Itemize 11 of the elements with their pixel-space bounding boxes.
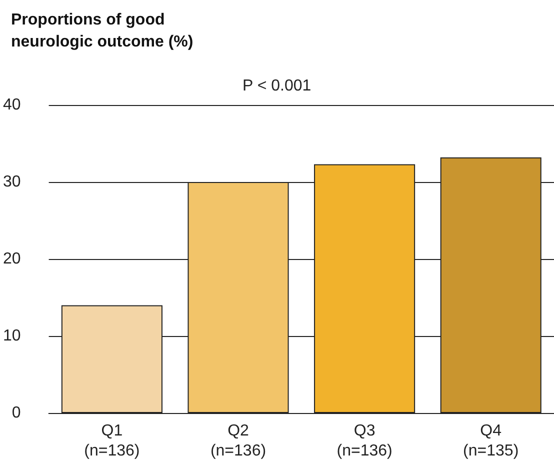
text: P < 0.001 — [242, 78, 312, 94]
y-tick-label: 10 — [3, 328, 21, 344]
x-tick-label: Q1 (n=136) — [84, 422, 140, 460]
y-tick-label: 20 — [3, 250, 21, 268]
chart-title: Proportions of good neurologic outcome (%) — [11, 12, 194, 50]
y-tick-label: 0 — [12, 404, 21, 422]
x-tick-label: Q3 (n=136) — [336, 422, 392, 460]
y-tick-label: 40 — [3, 96, 21, 114]
x-tick-label: Q2 (n=136) — [210, 422, 266, 460]
y-tick-label: 30 — [3, 174, 21, 190]
x-tick-label: Q4 (n=135) — [463, 422, 519, 460]
